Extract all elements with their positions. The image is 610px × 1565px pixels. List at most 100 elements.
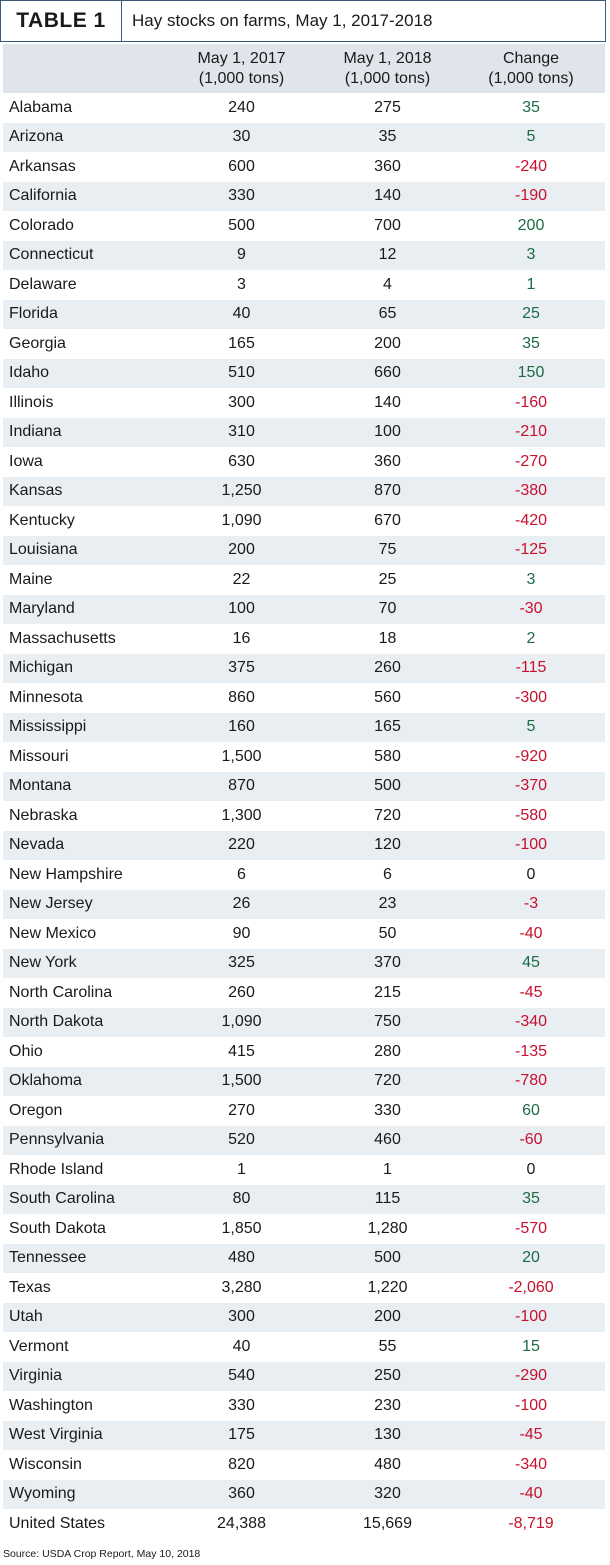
table-header: May 1, 2017 (1,000 tons) May 1, 2018 (1,… (3, 44, 605, 93)
change-cell: -60 (457, 1125, 605, 1155)
table-title: Hay stocks on farms, May 1, 2017-2018 (132, 11, 433, 30)
may-2017-cell: 80 (165, 1184, 318, 1214)
change-cell: -920 (457, 742, 605, 772)
table-row: Oklahoma 1,500 720 -780 (3, 1066, 605, 1096)
may-2018-cell: 165 (318, 712, 457, 742)
change-cell: -40 (457, 1479, 605, 1509)
may-2018-cell: 275 (318, 93, 457, 123)
state-cell: Oklahoma (3, 1066, 165, 1096)
table-row: Wyoming 360 320 -40 (3, 1479, 605, 1509)
table-row: Minnesota 860 560 -300 (3, 683, 605, 713)
may-2018-cell: 320 (318, 1479, 457, 1509)
may-2017-cell: 240 (165, 93, 318, 123)
may-2018-cell: 200 (318, 1302, 457, 1332)
change-cell: -300 (457, 683, 605, 713)
change-cell: -340 (457, 1450, 605, 1480)
change-cell: -40 (457, 919, 605, 949)
table-row: South Carolina 80 115 35 (3, 1184, 605, 1214)
table-row: Montana 870 500 -370 (3, 771, 605, 801)
may-2017-cell: 1,850 (165, 1214, 318, 1244)
may-2018-cell: 250 (318, 1361, 457, 1391)
may-2018-cell: 18 (318, 624, 457, 654)
may-2018-cell: 12 (318, 240, 457, 270)
table-row: Delaware 3 4 1 (3, 270, 605, 300)
may-2017-cell: 330 (165, 181, 318, 211)
change-cell: 150 (457, 358, 605, 388)
state-cell: Maine (3, 565, 165, 595)
table-row: Arkansas 600 360 -240 (3, 152, 605, 182)
state-cell: Florida (3, 299, 165, 329)
state-cell: Ohio (3, 1037, 165, 1067)
change-cell: -135 (457, 1037, 605, 1067)
table-title-bar: TABLE 1 Hay stocks on farms, May 1, 2017… (0, 0, 606, 42)
change-cell: -380 (457, 476, 605, 506)
header-state (3, 44, 165, 93)
state-cell: Idaho (3, 358, 165, 388)
change-cell: 25 (457, 299, 605, 329)
change-cell: -240 (457, 152, 605, 182)
change-cell: 5 (457, 712, 605, 742)
may-2017-cell: 300 (165, 388, 318, 418)
header-may-2018-unit: (1,000 tons) (344, 69, 431, 87)
table-row: Alabama 240 275 35 (3, 93, 605, 123)
state-cell: Arizona (3, 122, 165, 152)
may-2017-cell: 24,388 (165, 1509, 318, 1539)
change-cell: -8,719 (457, 1509, 605, 1539)
state-cell: West Virginia (3, 1420, 165, 1450)
may-2017-cell: 1,500 (165, 1066, 318, 1096)
state-cell: Nevada (3, 830, 165, 860)
table-row: Washington 330 230 -100 (3, 1391, 605, 1421)
table-row: West Virginia 175 130 -45 (3, 1420, 605, 1450)
header-may-2017: May 1, 2017 (1,000 tons) (165, 44, 318, 93)
may-2018-cell: 360 (318, 152, 457, 182)
table-row: Tennessee 480 500 20 (3, 1243, 605, 1273)
state-cell: Indiana (3, 417, 165, 447)
header-may-2018-date: May 1, 2018 (343, 49, 432, 67)
may-2017-cell: 630 (165, 447, 318, 477)
may-2018-cell: 720 (318, 801, 457, 831)
table-row: Iowa 630 360 -270 (3, 447, 605, 477)
may-2017-cell: 870 (165, 771, 318, 801)
may-2018-cell: 4 (318, 270, 457, 300)
source-note: Source: USDA Crop Report, May 10, 2018 (3, 1548, 201, 1560)
may-2018-cell: 6 (318, 860, 457, 890)
table-row: North Carolina 260 215 -45 (3, 978, 605, 1008)
state-cell: Texas (3, 1273, 165, 1303)
change-cell: 35 (457, 329, 605, 359)
state-cell: Pennsylvania (3, 1125, 165, 1155)
may-2018-cell: 120 (318, 830, 457, 860)
may-2018-cell: 1 (318, 1155, 457, 1185)
may-2017-cell: 520 (165, 1125, 318, 1155)
may-2017-cell: 260 (165, 978, 318, 1008)
may-2017-cell: 300 (165, 1302, 318, 1332)
may-2018-cell: 140 (318, 181, 457, 211)
state-cell: Nebraska (3, 801, 165, 831)
change-cell: -580 (457, 801, 605, 831)
may-2018-cell: 580 (318, 742, 457, 772)
table-row: Vermont 40 55 15 (3, 1332, 605, 1362)
table-row: New Hampshire 6 6 0 (3, 860, 605, 890)
change-cell: 15 (457, 1332, 605, 1362)
may-2018-cell: 360 (318, 447, 457, 477)
state-cell: New Jersey (3, 889, 165, 919)
may-2018-cell: 215 (318, 978, 457, 1008)
header-may-2017-date: May 1, 2017 (197, 49, 286, 67)
state-cell: Vermont (3, 1332, 165, 1362)
table-row: Wisconsin 820 480 -340 (3, 1450, 605, 1480)
header-may-2017-unit: (1,000 tons) (198, 69, 285, 87)
may-2017-cell: 6 (165, 860, 318, 890)
state-cell: Maryland (3, 594, 165, 624)
change-cell: 3 (457, 565, 605, 595)
may-2018-cell: 670 (318, 506, 457, 536)
change-cell: -190 (457, 181, 605, 211)
may-2018-cell: 1,220 (318, 1273, 457, 1303)
may-2018-cell: 50 (318, 919, 457, 949)
change-cell: -45 (457, 1420, 605, 1450)
may-2017-cell: 40 (165, 1332, 318, 1362)
change-cell: 3 (457, 240, 605, 270)
change-cell: 35 (457, 1184, 605, 1214)
table-row: Missouri 1,500 580 -920 (3, 742, 605, 772)
state-cell: Colorado (3, 211, 165, 241)
change-cell: 200 (457, 211, 605, 241)
may-2018-cell: 460 (318, 1125, 457, 1155)
